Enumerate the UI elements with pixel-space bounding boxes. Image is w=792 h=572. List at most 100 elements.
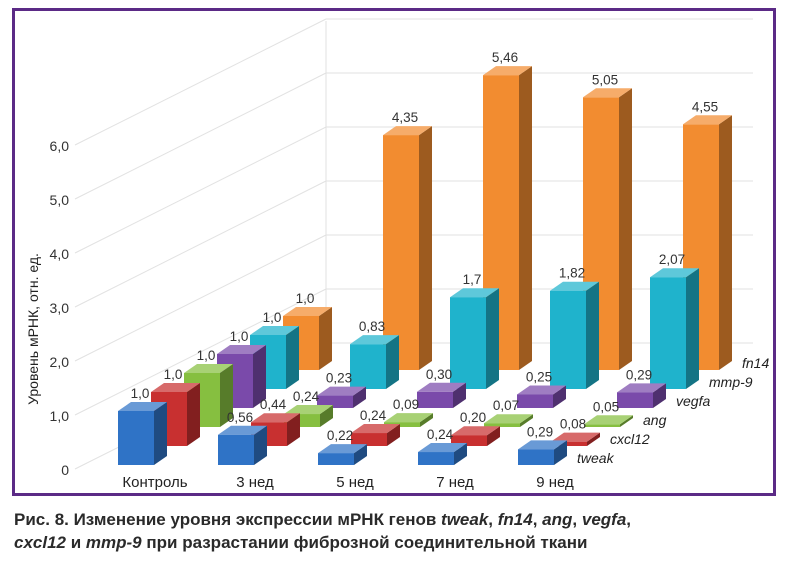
bar-side: [487, 426, 500, 446]
data-label: 4,35: [392, 110, 418, 125]
bar-side: [554, 440, 567, 465]
caption-sep-2: ,: [532, 510, 543, 529]
data-label: 0,83: [359, 319, 385, 334]
bar-side: [353, 386, 366, 408]
data-label: 0,25: [526, 370, 552, 385]
bar-top: [617, 383, 666, 393]
chart-frame: 0 1,0 2,0 3,0 4,0 5,0 6,0 1,0 4,35 5,46 5,05 4,55 1…: [12, 8, 776, 496]
caption-sep-1: ,: [488, 510, 498, 529]
bar-top: [383, 126, 432, 136]
bar-side: [287, 413, 300, 446]
bar-top: [218, 425, 267, 435]
bar-side: [187, 383, 200, 446]
bar-top: [250, 326, 299, 335]
bar-front: [350, 344, 386, 389]
bar-top: [484, 414, 533, 424]
bar-top: [118, 402, 167, 411]
bar-side: [319, 307, 332, 370]
grid-line-side: [74, 72, 327, 200]
series-label-fn14: fn14: [742, 355, 769, 371]
bar-mmp-9-4: [650, 268, 699, 389]
data-label: 0,29: [626, 367, 652, 382]
caption-gene-vegfa: vegfa: [581, 510, 627, 529]
bar-top: [551, 432, 600, 442]
bar-top: [350, 335, 399, 345]
y-tick-label: 6,0: [50, 138, 70, 154]
bar-mmp-9-3: [550, 281, 599, 389]
data-label: 0,24: [293, 389, 320, 404]
bar-cxcl12-2: [351, 424, 400, 446]
bar-side: [354, 444, 367, 465]
y-tick-label: 0: [61, 462, 69, 478]
bar-side: [220, 364, 233, 427]
bar-side: [520, 414, 533, 427]
data-label: 1,0: [197, 348, 216, 363]
category-label: 7 нед: [436, 474, 474, 491]
caption-suffix: при разрастании фиброзной соединительной…: [141, 533, 588, 552]
data-label: 0,56: [227, 410, 253, 425]
bar-top: [483, 66, 532, 76]
bar-front: [317, 395, 353, 408]
bar-tweak-3: [418, 443, 467, 465]
bar-top: [550, 281, 599, 291]
bar-ang-3: [484, 414, 533, 427]
bar-side: [254, 425, 267, 465]
data-label: 0,20: [460, 410, 486, 425]
bar-vegfa-4: [617, 383, 666, 408]
bar-top: [518, 440, 567, 450]
bar-front: [450, 297, 486, 389]
bar-front: [351, 433, 387, 446]
bar-top: [317, 386, 366, 396]
bar-top: [384, 413, 433, 423]
bar-tweak-0: [118, 402, 167, 465]
bar-front: [617, 392, 653, 408]
data-label: 0,05: [593, 399, 619, 414]
bar-side: [154, 402, 167, 465]
bar-top: [584, 415, 633, 425]
bar-side: [586, 281, 599, 389]
bar-tweak-2: [318, 444, 367, 465]
bar-top: [517, 385, 566, 395]
bar-side: [253, 345, 266, 408]
data-label: 0,09: [393, 397, 419, 412]
grid-line-side: [74, 180, 327, 308]
data-label: 0,08: [560, 417, 586, 432]
bar-side: [519, 66, 532, 370]
caption-gene-ang: ang: [542, 510, 573, 529]
data-label: 2,07: [659, 252, 685, 267]
bar-side: [420, 413, 433, 427]
bar-front: [650, 277, 686, 389]
data-label: 1,0: [263, 310, 282, 325]
series-label-tweak: tweak: [577, 450, 615, 466]
bar-top: [184, 364, 233, 373]
bar-side: [454, 443, 467, 465]
caption-sep-4: ,: [626, 510, 632, 529]
data-labels: 1,0 4,35 5,46 5,05 4,55 1,0 0,83 1,7 1,82 2,07 1,0…: [131, 50, 719, 443]
bar-top: [284, 405, 333, 415]
data-label: 0,44: [260, 397, 287, 412]
data-label: 0,07: [493, 398, 519, 413]
grid-line-side: [74, 126, 327, 254]
bar-top: [217, 345, 266, 354]
data-label: 1,82: [559, 266, 585, 281]
grid-line-side: [74, 288, 327, 416]
bar-cxcl12-4: [551, 432, 600, 446]
category-labels: Контроль 3 нед 5 нед 7 нед 9 нед: [122, 474, 574, 491]
data-label: 0,29: [527, 424, 553, 439]
bar-cxcl12-0: [151, 383, 200, 446]
bar-top: [650, 268, 699, 278]
bar-front: [383, 135, 419, 370]
series-labels: fn14 mmp-9 vegfa ang cxcl12 tweak: [577, 355, 769, 466]
bar-top: [283, 307, 332, 316]
series-label-cxcl12: cxcl12: [610, 431, 650, 447]
category-label: 5 нед: [336, 474, 374, 491]
bar-cxcl12-3: [451, 426, 500, 446]
bar-tweak-4: [518, 440, 567, 465]
bars: [118, 66, 732, 465]
y-tick-label: 2,0: [50, 354, 70, 370]
data-label: 0,23: [326, 371, 352, 386]
caption-sep-5: и: [66, 533, 86, 552]
bar-side: [486, 288, 499, 389]
grid-line-side: [74, 18, 327, 146]
bar-top: [351, 424, 400, 434]
